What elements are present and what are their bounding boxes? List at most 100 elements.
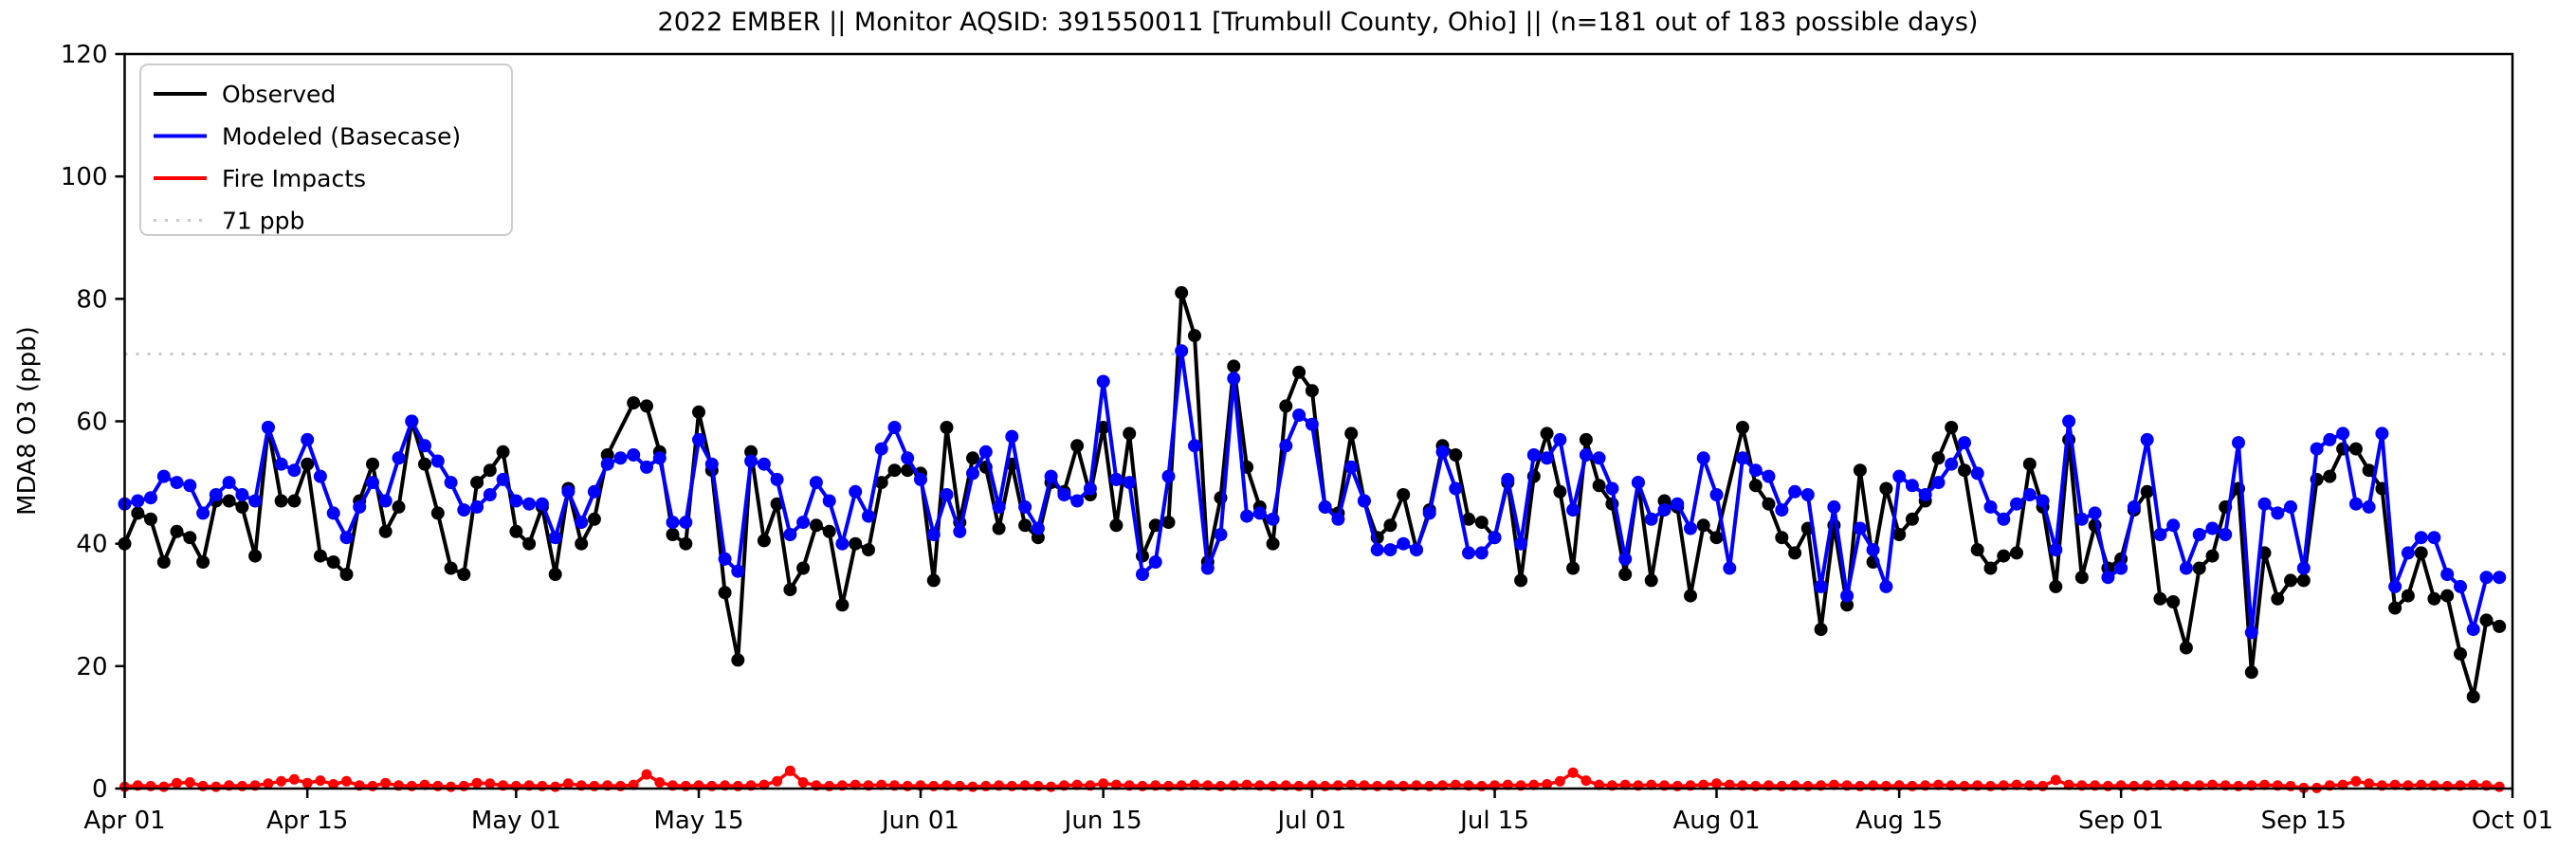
observed-marker	[1657, 494, 1672, 508]
modeled-basecase-marker	[1018, 499, 1032, 514]
y-tick-label: 120	[61, 41, 108, 69]
observed-marker	[2454, 646, 2467, 661]
modeled-basecase-marker	[131, 494, 145, 508]
modeled-basecase-marker	[666, 516, 680, 530]
y-tick-label: 60	[76, 408, 107, 437]
modeled-basecase-marker	[1488, 531, 1502, 545]
modeled-basecase-marker	[418, 439, 431, 453]
modeled-basecase-marker	[1905, 479, 1919, 493]
modeled-basecase-marker	[287, 463, 301, 478]
modeled-basecase-marker	[2101, 571, 2115, 585]
modeled-basecase-marker	[2257, 497, 2272, 511]
modeled-basecase-marker	[1553, 432, 1567, 446]
fire-impacts-marker	[471, 777, 483, 789]
observed-marker	[196, 555, 210, 569]
observed-marker	[2074, 571, 2089, 585]
modeled-basecase-marker	[1931, 476, 1946, 490]
observed-marker	[2427, 591, 2441, 606]
modeled-basecase-marker	[1070, 494, 1085, 508]
observed-marker	[235, 499, 249, 514]
modeled-basecase-marker	[2036, 494, 2050, 508]
fire-impacts-marker	[654, 777, 666, 788]
observed-marker	[640, 399, 653, 413]
modeled-basecase-marker	[1410, 543, 1423, 557]
modeled-basecase-marker	[1566, 503, 1580, 517]
observed-marker	[313, 549, 327, 563]
modeled-basecase-marker	[692, 432, 705, 446]
observed-marker	[1018, 518, 1032, 533]
modeled-basecase-marker	[1592, 451, 1606, 465]
observed-marker	[1292, 365, 1306, 379]
modeled-basecase-marker	[1709, 488, 1724, 501]
modeled-basecase-marker	[2088, 506, 2102, 520]
observed-marker	[679, 536, 693, 551]
modeled-basecase-marker	[1958, 436, 1971, 450]
modeled-basecase-marker	[483, 488, 497, 501]
modeled-basecase-marker	[1853, 521, 1867, 535]
observed-marker	[2205, 549, 2220, 563]
x-tick-label: Aug 01	[1672, 807, 1760, 835]
legend-label: Observed	[222, 81, 336, 108]
observed-marker	[796, 561, 811, 575]
plot-area: Apr 01 Apr 15 May 01 May 15 Jun 01 Jun 15 Jul …	[61, 41, 2553, 835]
observed-marker	[1175, 285, 1189, 299]
modeled-basecase-marker	[887, 421, 902, 434]
observed-marker	[1474, 516, 1489, 530]
observed-marker	[862, 543, 875, 557]
observed-marker	[1579, 432, 1593, 446]
observed-marker	[1644, 573, 1658, 588]
observed-marker	[1762, 497, 1776, 511]
fire-impacts-marker	[1580, 775, 1592, 787]
observed-marker	[1031, 531, 1045, 545]
legend-label: Fire Impacts	[222, 165, 366, 192]
modeled-basecase-marker	[1605, 481, 1619, 496]
observed-marker	[757, 534, 771, 548]
observed-marker	[2271, 591, 2285, 606]
modeled-basecase-marker	[1892, 469, 1907, 483]
fire-impacts-marker	[784, 765, 795, 776]
fire-impacts-marker	[172, 777, 182, 789]
observed-marker	[1123, 426, 1137, 441]
y-tick-label: 20	[76, 653, 107, 681]
observed-marker	[1397, 488, 1411, 501]
modeled-basecase-marker	[587, 484, 601, 499]
modeled-basecase-marker	[496, 472, 510, 486]
observed-marker	[1553, 484, 1567, 499]
modeled-basecase-marker	[640, 460, 653, 474]
modeled-basecase-marker	[1344, 460, 1359, 474]
modeled-basecase-marker	[1357, 494, 1371, 508]
observed-marker	[430, 506, 445, 520]
x-tick-label: Jul 01	[1276, 807, 1347, 835]
modeled-basecase-marker	[1514, 536, 1528, 551]
modeled-basecase-marker	[366, 476, 379, 490]
modeled-basecase-marker	[457, 503, 471, 517]
x-tick-label: May 01	[471, 807, 561, 835]
observed-marker	[835, 598, 850, 612]
fire-impacts-marker	[341, 775, 352, 787]
modeled-basecase-marker	[1266, 512, 1280, 526]
modeled-basecase-marker	[1696, 451, 1710, 465]
modeled-basecase-marker	[326, 506, 340, 520]
modeled-basecase-marker	[1997, 512, 2011, 526]
modeled-basecase-marker	[183, 479, 197, 493]
modeled-basecase-marker	[953, 524, 967, 538]
modeled-basecase-marker	[378, 494, 393, 508]
modeled-basecase-marker	[535, 497, 549, 511]
fire-impacts-marker	[484, 778, 496, 789]
modeled-basecase-marker	[1279, 439, 1293, 453]
observed-marker	[1970, 543, 1984, 557]
observed-marker	[1462, 512, 1475, 526]
modeled-basecase-marker	[1422, 506, 1436, 520]
modeled-basecase-marker	[1983, 499, 1998, 514]
modeled-basecase-marker	[862, 509, 875, 523]
modeled-basecase-marker	[1618, 552, 1633, 566]
observed-marker	[2323, 469, 2337, 483]
modeled-basecase-marker	[2127, 499, 2141, 514]
fire-impacts-marker	[276, 775, 287, 787]
modeled-basecase-marker	[2440, 568, 2455, 581]
modeled-basecase-marker	[1318, 499, 1332, 514]
modeled-basecase-marker	[1736, 451, 1749, 465]
observed-marker	[2140, 484, 2154, 499]
modeled-basecase-marker	[2454, 579, 2467, 593]
observed-marker	[1997, 549, 2011, 563]
